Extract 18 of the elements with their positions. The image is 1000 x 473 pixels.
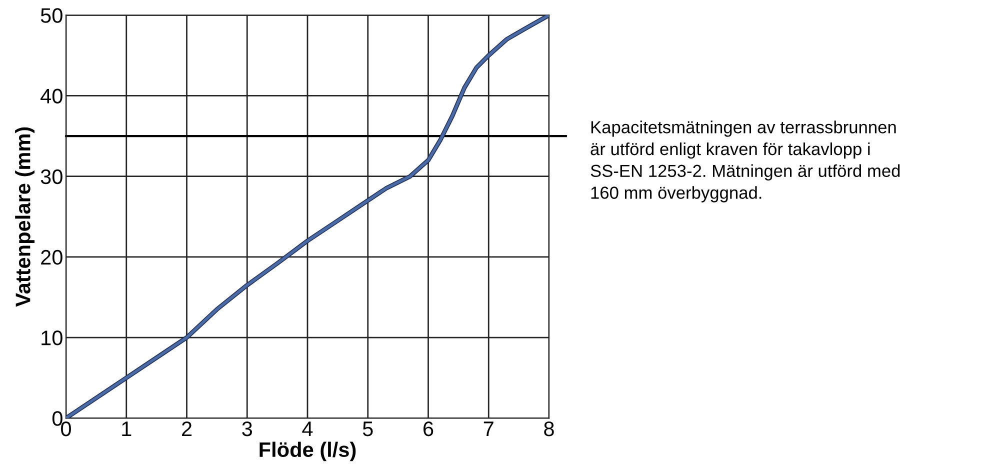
x-tick-label: 4 (302, 422, 313, 436)
text: Kapacitetsmätningen av terrassbrunnen är utförd enligt kraven för takavlopp i SS-EN 1253-2. Mätningen är utförd med 160 mm överbyggnad. (590, 120, 900, 202)
y-axis-title: Vattenpelare (mm) (15, 127, 34, 307)
y-tick-label: 50 (40, 8, 62, 23)
line-series (66, 15, 549, 418)
y-tick-label: 30 (40, 169, 62, 184)
x-tick-label: 1 (122, 422, 132, 436)
x-tick-label: 6 (424, 421, 434, 436)
y-tick-label: 10 (42, 330, 62, 346)
x-tick-label: 2 (182, 421, 192, 436)
y-tick-label: 40 (40, 88, 62, 104)
x-tick-label: 8 (544, 421, 554, 436)
x-tick-label: 7 (484, 422, 494, 436)
x-axis-title: Flöde (l/s) (260, 442, 356, 462)
x-tick-label: 5 (362, 422, 373, 436)
x-tick-label: 3 (242, 421, 252, 436)
y-tick-label: 0 (52, 411, 62, 426)
y-tick-label: 20 (41, 250, 62, 265)
